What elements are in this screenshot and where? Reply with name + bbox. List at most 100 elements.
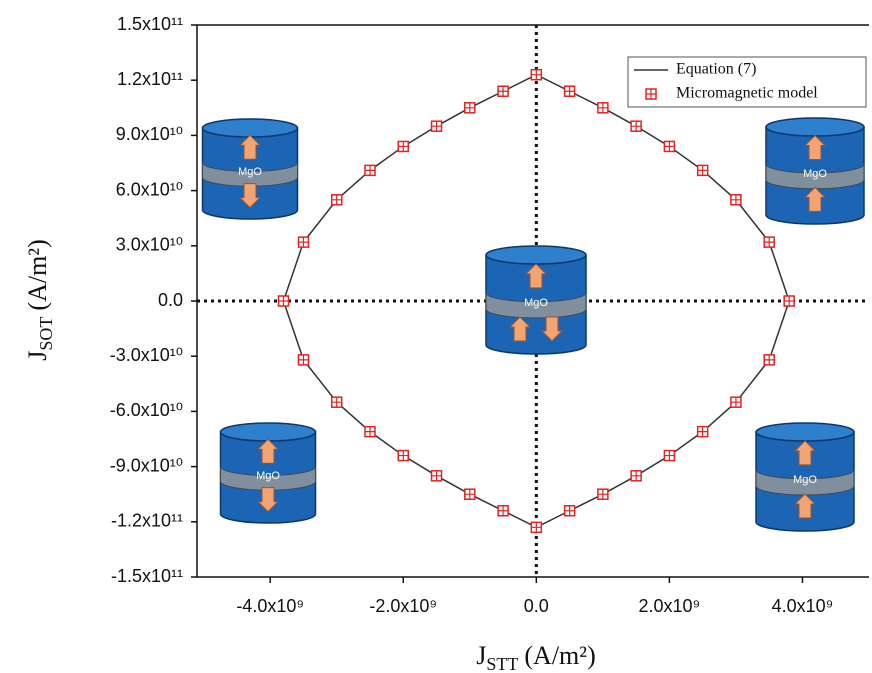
- marker: [730, 396, 742, 408]
- marker: [464, 488, 476, 500]
- marker-cross: [597, 102, 608, 113]
- marker: [630, 470, 642, 482]
- marker: [530, 68, 543, 81]
- mgo-label: MgO: [793, 474, 817, 486]
- y-tick-label: 6.0x10¹⁰: [116, 179, 183, 199]
- cylinder-top: [765, 117, 865, 137]
- mgo-band: [765, 163, 865, 190]
- marker-cross: [298, 354, 309, 365]
- marker: [497, 505, 509, 517]
- mgo-band: [755, 469, 855, 496]
- mtj-icon: MgO: [201, 118, 299, 220]
- marker: [277, 295, 290, 307]
- marker: [464, 102, 476, 114]
- arrow: [540, 316, 564, 342]
- mgo-label: MgO: [256, 470, 280, 482]
- marker: [630, 120, 642, 132]
- mgo-label: MgO: [524, 297, 548, 309]
- marker-cross: [631, 470, 642, 481]
- mgo-label: MgO: [803, 168, 827, 180]
- x-tick-label: -4.0x10⁹: [236, 596, 304, 616]
- marker-cross: [431, 121, 442, 132]
- mgo-band: [485, 292, 587, 319]
- cylinder-top: [219, 422, 317, 442]
- legend-label: Equation (7): [676, 61, 756, 78]
- marker-cross: [697, 426, 708, 437]
- x-tick-label: -2.0x10⁹: [369, 596, 437, 616]
- marker-cross: [364, 426, 375, 437]
- marker-cross: [531, 522, 542, 533]
- y-tick-label: -1.2x10¹¹: [111, 511, 183, 531]
- mtj-icon: MgO: [485, 245, 587, 355]
- marker: [364, 164, 376, 177]
- marker: [330, 396, 343, 408]
- marker: [563, 505, 576, 517]
- marker-cross: [784, 296, 795, 306]
- marker: [330, 194, 343, 206]
- marker-cross: [364, 165, 375, 176]
- arrow: [238, 134, 262, 160]
- legend-marker-cross: [646, 89, 656, 99]
- y-tick-label: 3.0x10¹⁰: [116, 235, 183, 255]
- marker-cross: [664, 141, 675, 152]
- arrow: [803, 186, 827, 212]
- marker: [597, 488, 609, 500]
- marker-cross: [764, 354, 775, 365]
- mgo-band: [202, 162, 298, 187]
- marker-cross: [564, 86, 575, 97]
- x-tick-label: 2.0x10⁹: [639, 596, 701, 616]
- marker-cross: [398, 450, 409, 461]
- arrow: [793, 440, 817, 466]
- y-axis-title: JSOT(A/m²): [23, 239, 56, 360]
- y-tick-label: -1.5x10¹¹: [111, 566, 183, 586]
- marker-cross: [331, 397, 342, 408]
- marker-cross: [564, 505, 575, 516]
- legend-box: [627, 56, 867, 108]
- mtj-icon: MgO: [219, 422, 317, 524]
- y-tick-label: 1.2x10¹¹: [117, 69, 183, 89]
- marker: [364, 425, 376, 438]
- marker: [783, 295, 795, 307]
- arrow: [256, 438, 280, 464]
- mgo-band: [220, 466, 316, 491]
- marker-cross: [764, 237, 775, 248]
- marker: [430, 120, 443, 132]
- marker: [696, 164, 709, 177]
- marker-cross: [331, 194, 342, 205]
- marker: [397, 140, 410, 153]
- marker-cross: [298, 237, 309, 248]
- cylinder-top: [201, 118, 299, 138]
- marker-cross: [498, 505, 509, 516]
- marker-cross: [464, 489, 475, 500]
- y-tick-label: 1.5x10¹¹: [117, 14, 183, 34]
- marker-cross: [431, 470, 442, 481]
- x-tick-label: 0.0: [524, 596, 549, 616]
- y-tick-label: 0.0: [158, 290, 183, 310]
- mgo-label: MgO: [238, 166, 262, 178]
- marker: [297, 354, 310, 366]
- y-tick-label: -6.0x10¹⁰: [110, 400, 183, 420]
- marker-cross: [498, 86, 509, 97]
- y-tick-label: 9.0x10¹⁰: [116, 124, 183, 144]
- marker: [397, 449, 410, 462]
- marker: [763, 354, 775, 366]
- marker: [530, 521, 543, 534]
- marker-cross: [631, 121, 642, 132]
- y-tick-label: -3.0x10¹⁰: [110, 345, 183, 365]
- marker-cross: [730, 397, 741, 408]
- marker: [430, 470, 443, 482]
- cylinder-top: [485, 245, 587, 265]
- arrow: [793, 493, 817, 519]
- x-axis-title: JSTT (A/m²): [476, 641, 595, 673]
- x-tick-label: 4.0x10⁹: [772, 596, 834, 616]
- marker: [663, 140, 676, 153]
- y-tick-label: -9.0x10¹⁰: [110, 455, 183, 475]
- marker-cross: [398, 141, 409, 152]
- marker-cross: [278, 296, 289, 306]
- marker-cross: [597, 489, 608, 500]
- marker: [663, 449, 676, 462]
- mtj-icon: MgO: [765, 117, 865, 225]
- marker-cross: [730, 194, 741, 205]
- mtj-icon: MgO: [755, 422, 855, 532]
